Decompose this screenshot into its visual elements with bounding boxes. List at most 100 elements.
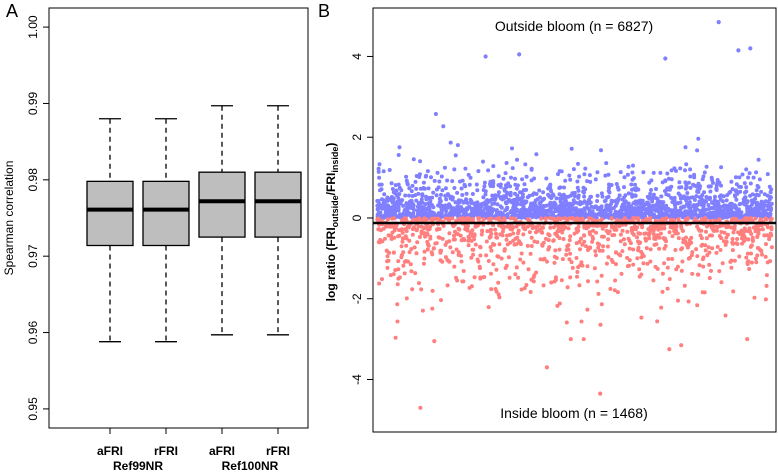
inside-point [681, 228, 685, 233]
outside-point [618, 170, 623, 175]
inside-point [566, 226, 571, 231]
outside-point [605, 195, 609, 200]
outside-point [736, 213, 741, 218]
outside-point [414, 186, 419, 191]
outside-point [691, 213, 696, 217]
outside-point [483, 189, 488, 194]
outside-point [397, 145, 402, 150]
inside-point [378, 228, 383, 233]
inside-point [722, 230, 727, 235]
outside-point [625, 172, 630, 177]
inside-point [437, 235, 442, 240]
inside-point [586, 224, 591, 229]
inside-point [686, 299, 691, 304]
inside-point [645, 261, 650, 266]
outside-point [520, 192, 525, 197]
inside-point [753, 256, 758, 261]
inside-point [514, 265, 519, 270]
inside-point [743, 216, 748, 221]
inside-point [425, 247, 430, 252]
outside-point [698, 200, 703, 205]
inside-point [422, 249, 427, 254]
outside-point [595, 199, 600, 203]
outside-point [513, 176, 517, 181]
panel-b-ytick-label: -4 [350, 374, 364, 385]
inside-point [548, 225, 553, 230]
outside-point [582, 194, 587, 199]
outside-point [491, 184, 496, 189]
inside-point [555, 217, 560, 222]
inside-point [764, 217, 769, 222]
iqr-box [198, 171, 246, 238]
outside-point [664, 203, 669, 208]
inside-point [535, 240, 540, 245]
panel-b-label: B [318, 1, 330, 21]
inside-point [461, 269, 466, 273]
outside-point [463, 184, 468, 189]
inside-point [644, 246, 649, 251]
inside-point [513, 272, 518, 277]
inside-point [696, 272, 701, 277]
outside-point [743, 198, 748, 202]
outside-point [649, 208, 654, 213]
outside-point [576, 195, 581, 200]
outside-point [603, 173, 608, 178]
inside-point [735, 242, 740, 246]
inside-point [541, 257, 546, 262]
inside-point [741, 229, 746, 234]
inside-point [681, 237, 686, 242]
inside-point [564, 217, 569, 221]
outside-point [607, 185, 611, 190]
outside-point [512, 209, 516, 214]
panel-a-ytick-label: 0.99 [26, 91, 40, 115]
outside-point [593, 215, 598, 220]
outside-point [433, 112, 438, 116]
outside-point [418, 206, 423, 211]
outside-point [446, 193, 451, 198]
outside-point [506, 181, 511, 186]
inside-point [475, 257, 480, 262]
inside-point [440, 236, 445, 241]
inside-point [606, 231, 611, 236]
outside-point [634, 202, 639, 207]
inside-point [503, 266, 508, 270]
inside-outlier-point [598, 391, 603, 396]
inside-point [516, 228, 521, 233]
outside-point [715, 178, 720, 182]
outside-point [411, 207, 416, 212]
outside-point [524, 174, 529, 179]
outside-point [426, 196, 431, 201]
outside-point [755, 213, 760, 218]
outside-point [603, 208, 608, 213]
outside-point [702, 190, 706, 195]
outside-point [409, 189, 414, 194]
inside-point [407, 250, 412, 255]
iqr-box [86, 180, 134, 247]
inside-point [384, 224, 389, 229]
inside-point [644, 217, 649, 221]
outside-point [625, 209, 630, 214]
inside-point [456, 226, 461, 231]
inside-point [529, 244, 534, 248]
inside-point [745, 260, 750, 265]
inside-point [466, 224, 470, 228]
inside-point [750, 239, 755, 243]
outside-point [469, 213, 474, 218]
inside-point [504, 237, 509, 242]
outside-point [633, 193, 637, 198]
outside-point [606, 188, 611, 193]
outside-point [470, 192, 475, 196]
outside-point [515, 197, 520, 202]
inside-point [471, 252, 476, 257]
inside-point [497, 242, 502, 247]
outside-point [711, 212, 716, 217]
outside-point [614, 182, 619, 186]
inside-point [540, 242, 545, 247]
outside-point [522, 201, 526, 206]
inside-point [717, 218, 722, 223]
inside-point [400, 230, 405, 235]
inside-point [399, 255, 404, 260]
outside-point [377, 175, 382, 180]
inside-point [395, 319, 400, 324]
inside-point [406, 259, 411, 264]
